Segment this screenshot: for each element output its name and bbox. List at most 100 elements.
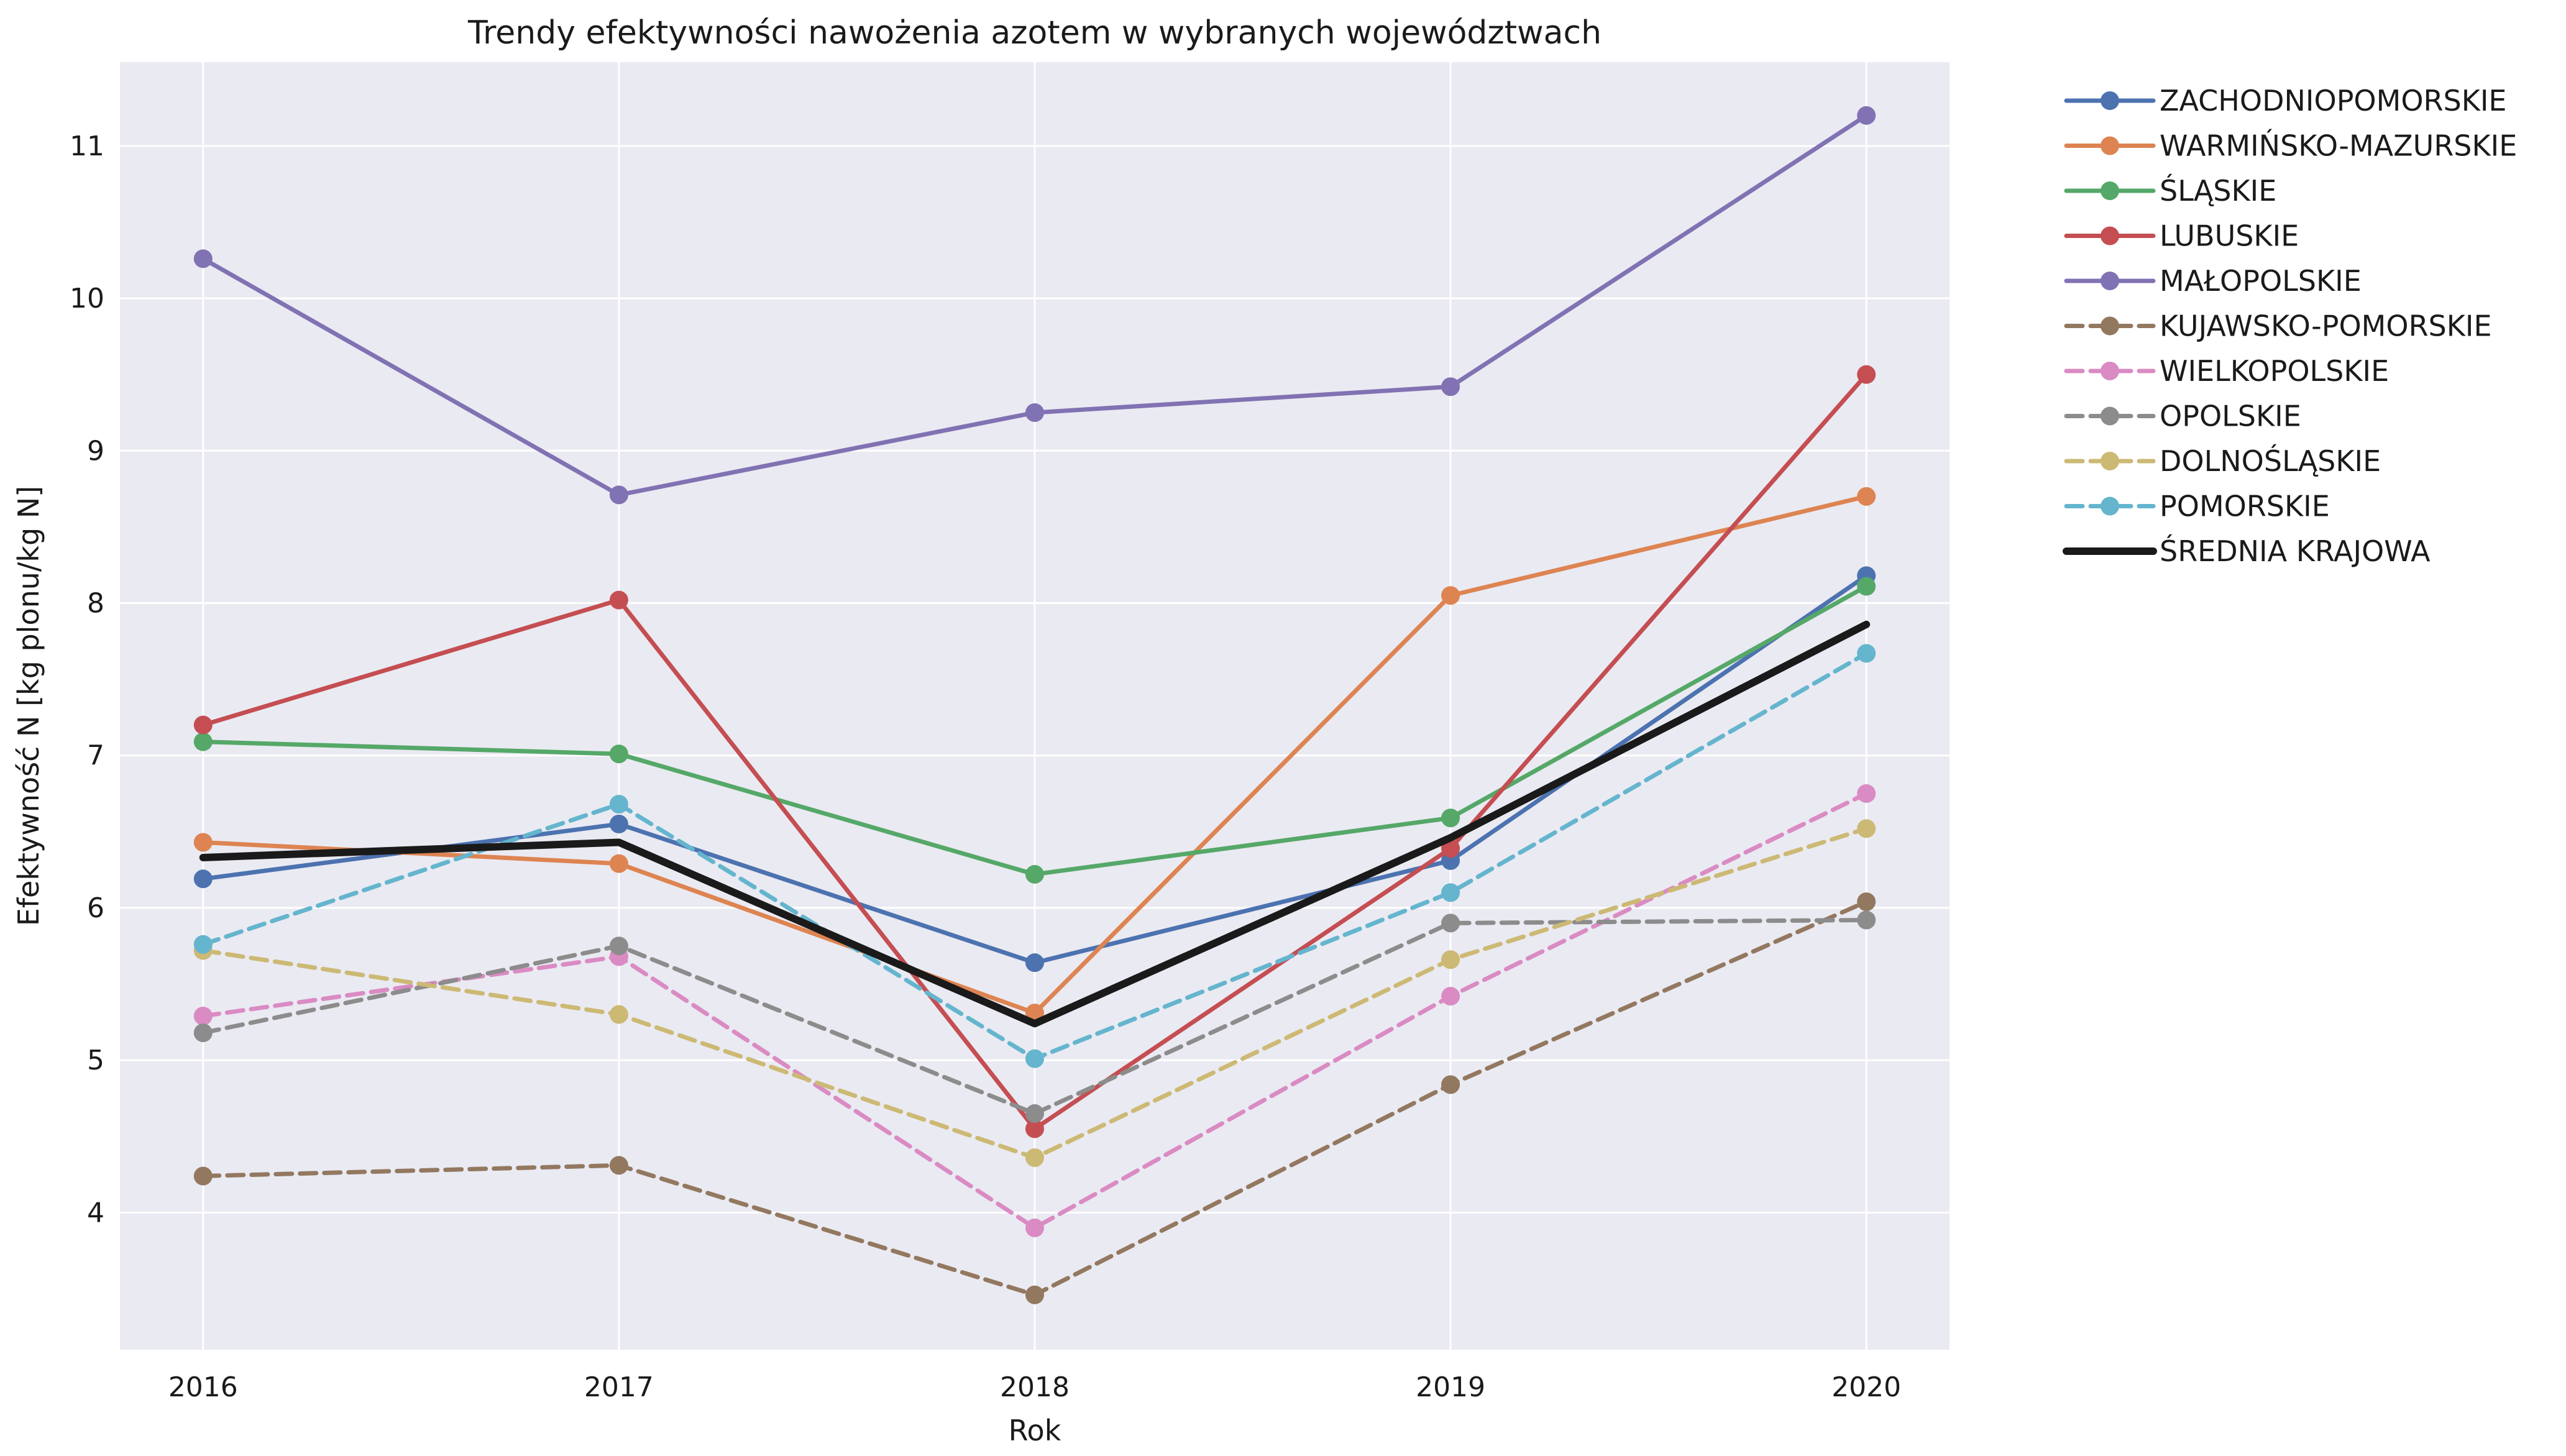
data-point	[1025, 1285, 1044, 1304]
legend-marker	[2101, 181, 2119, 200]
data-point	[609, 854, 628, 873]
legend-label: ŚREDNIA KRAJOWA	[2160, 534, 2431, 568]
series-srednia-krajowa	[199, 620, 1871, 1028]
y-axis-label: Efektywność N [kg plonu/kg N]	[12, 486, 45, 926]
legend: ZACHODNIOPOMORSKIE WARMIŃSKO-MAZURSKIE ŚLĄ…	[2063, 84, 2517, 568]
data-point	[1441, 808, 1460, 828]
data-point	[1441, 586, 1460, 605]
data-point	[193, 1006, 213, 1025]
data-point	[193, 732, 213, 751]
data-point	[1857, 106, 1876, 125]
data-point	[1857, 892, 1876, 912]
legend-marker	[2101, 136, 2119, 155]
data-point	[193, 1166, 213, 1186]
legend-item-malopolskie: MAŁOPOLSKIE	[2064, 264, 2362, 298]
data-point	[1857, 365, 1876, 384]
series-warminsko-mazurskie	[193, 487, 1876, 1023]
data-point	[609, 815, 628, 834]
legend-label: KUJAWSKO-POMORSKIE	[2160, 309, 2492, 343]
data-point	[1025, 1104, 1044, 1123]
data-point	[1441, 1075, 1460, 1094]
series-line	[199, 620, 1871, 1028]
legend-item-zachodniopomorskie: ZACHODNIOPOMORSKIE	[2064, 84, 2507, 117]
data-point	[1025, 864, 1044, 884]
legend-marker	[2101, 406, 2119, 426]
series-slaskie	[193, 577, 1876, 884]
y-tick-label: 8	[87, 587, 104, 619]
data-point	[1025, 1218, 1044, 1237]
data-point	[1441, 913, 1460, 933]
data-point	[609, 1156, 628, 1175]
data-point	[1441, 377, 1460, 396]
legend-marker	[2101, 272, 2119, 290]
data-point	[609, 744, 628, 764]
data-point	[1025, 403, 1044, 422]
legend-marker	[2101, 226, 2119, 245]
y-tick-label: 10	[70, 283, 104, 314]
legend-marker	[2101, 316, 2119, 336]
x-tick-label: 2017	[584, 1371, 654, 1403]
data-point	[1857, 910, 1876, 930]
legend-marker	[2101, 452, 2119, 470]
x-tick-label: 2018	[1000, 1371, 1070, 1403]
y-tick-label: 7	[87, 740, 104, 772]
legend-label: POMORSKIE	[2160, 490, 2330, 523]
y-tick-label: 5	[87, 1045, 104, 1076]
chart-title: Trendy efektywności nawożenia azotem w w…	[467, 14, 1601, 52]
legend-item-opolskie: OPOLSKIE	[2064, 400, 2301, 433]
x-tick-label: 2019	[1416, 1371, 1485, 1403]
legend-item-slaskie: ŚLĄSKIE	[2064, 174, 2276, 208]
y-tick-label: 6	[87, 892, 104, 924]
legend-marker	[2101, 362, 2119, 380]
legend-item-lubuskie: LUBUSKIE	[2064, 219, 2299, 253]
series-kujawsko-pomorskie	[193, 892, 1876, 1304]
y-tick-label: 11	[70, 130, 104, 162]
legend-label: MAŁOPOLSKIE	[2160, 264, 2362, 298]
series-malopolskie	[193, 106, 1876, 505]
data-point	[1441, 950, 1460, 969]
data-point	[609, 1005, 628, 1024]
data-point	[1025, 953, 1044, 973]
legend-item-kujawsko-pomorskie: KUJAWSKO-POMORSKIE	[2064, 309, 2492, 343]
data-point	[1025, 1148, 1044, 1168]
data-point	[193, 249, 213, 268]
data-point	[193, 833, 213, 852]
x-axis-label: Rok	[1009, 1414, 1061, 1447]
legend-label: WARMIŃSKO-MAZURSKIE	[2160, 129, 2517, 163]
data-point	[609, 936, 628, 956]
data-point	[1857, 487, 1876, 506]
data-point	[1441, 883, 1460, 902]
legend-marker	[2101, 91, 2119, 110]
legend-label: WIELKOPOLSKIE	[2160, 354, 2389, 388]
legend-item-dolnoslaskie: DOLNOŚLĄSKIE	[2064, 444, 2381, 478]
data-point	[1857, 819, 1876, 838]
y-tick-label: 4	[87, 1197, 104, 1229]
data-point	[193, 1023, 213, 1042]
x-tick-label: 2016	[168, 1371, 238, 1403]
ticks: 2016 2017 2018 2019 2020 4 5 6 7 8 9 10 11	[70, 130, 1901, 1403]
data-point	[193, 869, 213, 889]
x-tick-label: 2020	[1831, 1371, 1901, 1403]
legend-item-srednia-krajowa: ŚREDNIA KRAJOWA	[2063, 534, 2431, 568]
series-opolskie	[193, 910, 1876, 1123]
data-point	[193, 935, 213, 954]
legend-label: OPOLSKIE	[2160, 400, 2301, 433]
legend-label: DOLNOŚLĄSKIE	[2160, 444, 2381, 478]
data-point	[1857, 577, 1876, 596]
data-point	[609, 590, 628, 610]
legend-label: ŚLĄSKIE	[2160, 174, 2276, 208]
data-point	[1025, 1049, 1044, 1068]
legend-marker	[2101, 497, 2119, 516]
data-point	[193, 715, 213, 735]
data-point	[609, 485, 628, 505]
legend-item-wielkopolskie: WIELKOPOLSKIE	[2064, 354, 2389, 388]
y-tick-label: 9	[87, 435, 104, 467]
series-layer	[193, 106, 1876, 1304]
data-point	[1441, 987, 1460, 1006]
data-point	[609, 795, 628, 814]
legend-label: ZACHODNIOPOMORSKIE	[2160, 84, 2507, 117]
legend-item-pomorskie: POMORSKIE	[2064, 490, 2330, 523]
legend-label: LUBUSKIE	[2160, 219, 2299, 253]
legend-item-warminsko-mazurskie: WARMIŃSKO-MAZURSKIE	[2064, 129, 2517, 163]
